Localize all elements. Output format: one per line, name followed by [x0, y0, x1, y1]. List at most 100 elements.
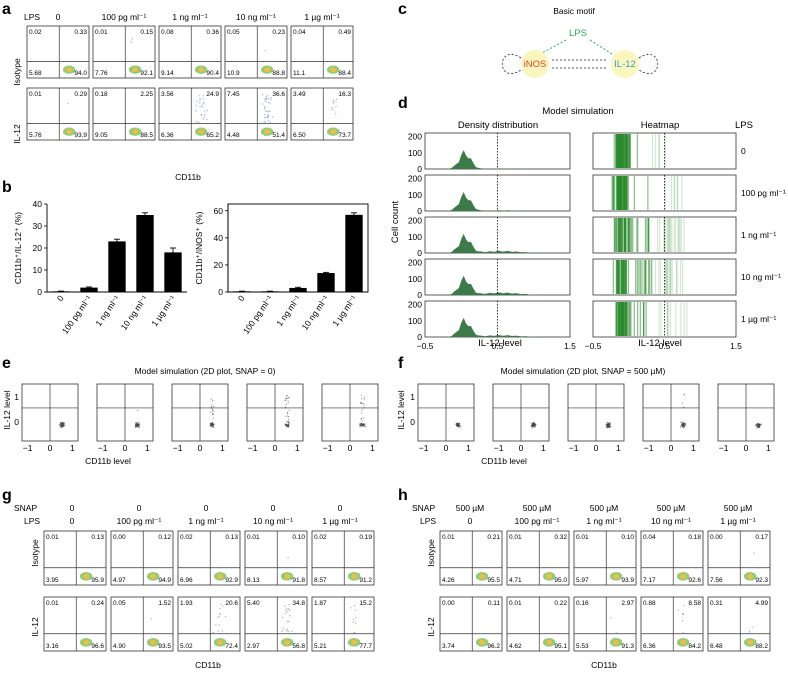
- event-dot: [282, 627, 284, 630]
- model-2d-plot: −1 0 1: [492, 383, 550, 453]
- panel-g-plot: 0.05 1.52 4.90 93.5: [110, 596, 174, 652]
- cell-dot: [607, 424, 610, 427]
- cell-dot: [137, 424, 139, 427]
- event-dot: [263, 106, 266, 108]
- cell-dot: [213, 426, 215, 428]
- event-dot: [335, 98, 338, 101]
- cell-dot: [532, 425, 534, 427]
- panel-h-plot: 0.88 8.58 6.36 84.2: [640, 596, 704, 652]
- quadrant-ll: 5.53: [576, 643, 589, 650]
- population-peak: [613, 639, 620, 645]
- panel-h-plot: 0.31 4.99 6.48 88.2: [707, 596, 771, 652]
- x-tick-label: 1 ng ml⁻¹: [93, 293, 121, 328]
- event-dot: [335, 101, 337, 103]
- plot-frame: [158, 25, 222, 79]
- cell-dot: [361, 409, 363, 411]
- plot-frame: [110, 530, 174, 586]
- event-dot: [130, 41, 133, 43]
- cell-dot: [138, 424, 141, 426]
- cell-dot: [59, 425, 61, 427]
- cell-dot: [531, 423, 533, 425]
- lps-level-label: 0: [70, 516, 75, 526]
- panel-e-y-label: IL-12 level: [2, 390, 12, 429]
- cell-dot: [210, 411, 212, 413]
- quadrant-ul: 0.00: [710, 534, 723, 541]
- panel-label-g: g: [2, 487, 12, 504]
- density-y-tick: 200: [408, 132, 422, 142]
- event-dot: [264, 107, 266, 109]
- quadrant-ul: 0.01: [247, 534, 260, 541]
- bar: [233, 291, 251, 292]
- cell-dot: [681, 426, 684, 428]
- plot-frame: [43, 596, 107, 652]
- quadrant-ul: 0.00: [113, 534, 126, 541]
- population-peak: [264, 129, 271, 135]
- quadrant-ll: 11.1: [293, 70, 306, 77]
- lps-level-label: 100 pg ml⁻¹: [515, 516, 560, 526]
- event-dot: [199, 98, 202, 100]
- quadrant-ll: 3.16: [46, 643, 59, 650]
- cell-dot: [530, 424, 532, 426]
- panel-h-plot: 0.01 0.32 4.71 95.0: [506, 530, 570, 586]
- quadrant-ll: 4.62: [509, 643, 522, 650]
- event-dot: [267, 101, 270, 104]
- bar: [80, 287, 98, 292]
- event-dot: [218, 615, 220, 618]
- panel-g-row-isotype: Isotype: [30, 539, 40, 567]
- cell-dot: [360, 401, 362, 404]
- event-dot: [264, 49, 267, 52]
- event-dot: [269, 121, 272, 123]
- event-dot: [354, 622, 357, 624]
- event-dot: [131, 38, 134, 40]
- quadrant-lr: 72.4: [225, 643, 238, 650]
- density-y-tick: 200: [408, 258, 422, 268]
- quadrant-lr: 88.2: [755, 643, 768, 650]
- quadrant-ur: 0.23: [272, 29, 285, 36]
- quadrant-ul: 0.05: [227, 29, 240, 36]
- quadrant-ur: 0.19: [359, 534, 372, 541]
- panel-a-plot: 0.02 0.33 5.68 94.0: [26, 25, 90, 79]
- x-tick-label: 1 ng ml⁻¹: [274, 293, 302, 328]
- event-dot: [216, 616, 219, 619]
- quadrant-ll: 10.9: [227, 70, 240, 77]
- quadrant-ll: 4.26: [442, 577, 455, 584]
- x-tick-label: 0: [236, 293, 247, 303]
- lps-level-label: 1 ng ml⁻¹: [586, 516, 621, 526]
- motif-title: Basic motif: [553, 6, 595, 16]
- x-tick-label: −1: [494, 443, 504, 453]
- cell-dot: [457, 423, 459, 426]
- quadrant-ur: 0.29: [74, 91, 87, 98]
- x-tick-label: 0: [123, 443, 128, 453]
- density-x-tick: −0.5: [417, 341, 434, 351]
- panel-label-b: b: [2, 179, 12, 196]
- cell-dot: [758, 425, 761, 427]
- event-dot: [677, 609, 679, 612]
- event-dot: [202, 103, 204, 105]
- x-tick-label: −1: [719, 443, 729, 453]
- quadrant-lr: 65.2: [206, 132, 219, 139]
- model-2d-plot: −1 0 1: [642, 383, 700, 453]
- density-fill: [425, 150, 570, 169]
- panel-label-e: e: [2, 355, 11, 372]
- panel-d-row: 0 100 200 0: [408, 132, 746, 174]
- panel-d-row: 0 100 200 1 µg ml⁻¹: [408, 300, 777, 342]
- quadrant-lr: 95.5: [487, 577, 500, 584]
- event-dot: [219, 607, 221, 610]
- cell-dot: [459, 424, 461, 426]
- cell-dot: [364, 423, 366, 425]
- x-tick-label: −1: [419, 443, 429, 453]
- cell-dot: [286, 412, 289, 415]
- panel-h-row-isotype: Isotype: [426, 539, 436, 567]
- x-tick-label: −1: [98, 443, 108, 453]
- model-2d-plot: −1 0 1: [717, 383, 775, 453]
- plot-frame: [224, 87, 288, 141]
- quadrant-ur: 0.10: [292, 534, 305, 541]
- cell-dot: [362, 424, 364, 426]
- event-dot: [265, 101, 267, 103]
- event-dot: [748, 630, 751, 633]
- x-tick-label: 1: [220, 443, 225, 453]
- quadrant-ll: 4.90: [113, 643, 126, 650]
- density-y-tick: 200: [408, 300, 422, 310]
- cell-dot: [62, 423, 64, 425]
